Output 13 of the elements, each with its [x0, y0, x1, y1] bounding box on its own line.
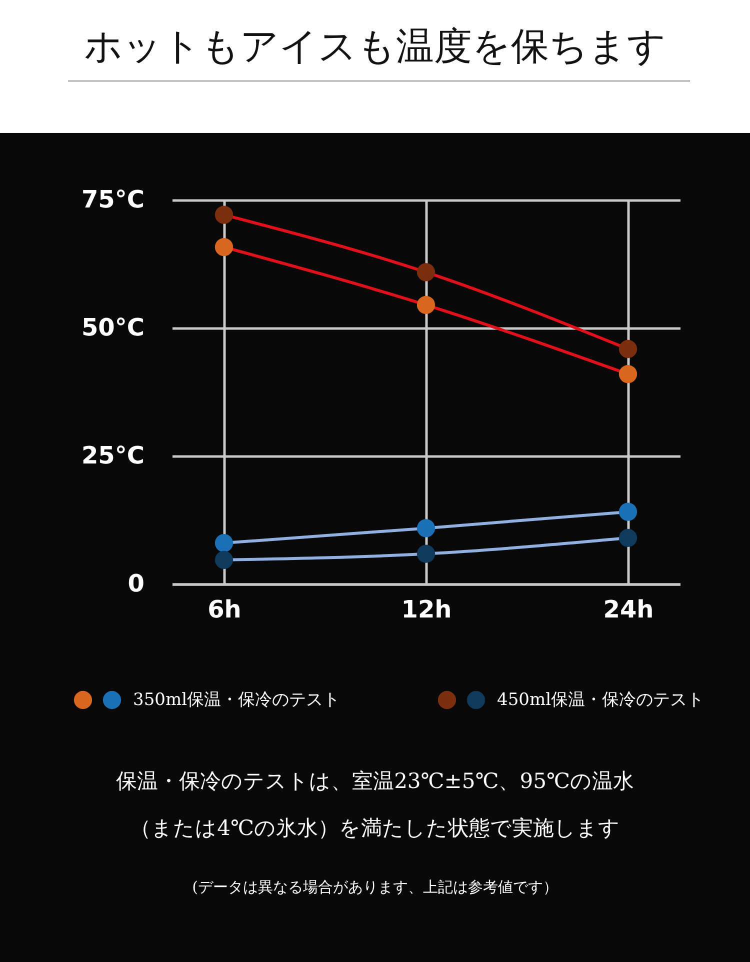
y-tick-label: 25°C — [81, 442, 144, 470]
text: （または4℃の氷水）を満たした状態で実施します — [130, 816, 620, 840]
y-tick-label: 0 — [128, 570, 144, 598]
y-tick-label: 50°C — [81, 314, 144, 342]
legend-label: 350ml保温・保冷のテスト — [133, 690, 340, 710]
legend-label: 450ml保温・保冷のテスト — [497, 690, 704, 710]
x-tick-label: 6h — [208, 596, 242, 624]
x-tick-label: 12h — [401, 596, 452, 624]
y-tick-label: 75°C — [81, 186, 144, 214]
text: 保温・保冷のテストは、室温23℃±5℃、95℃の温水 — [116, 769, 634, 793]
chart-title: ホットもアイスも温度を保ちます — [84, 24, 666, 68]
text: (データは異なる場合があります、上記は参考値です） — [192, 878, 558, 896]
x-tick-label: 24h — [603, 596, 654, 624]
